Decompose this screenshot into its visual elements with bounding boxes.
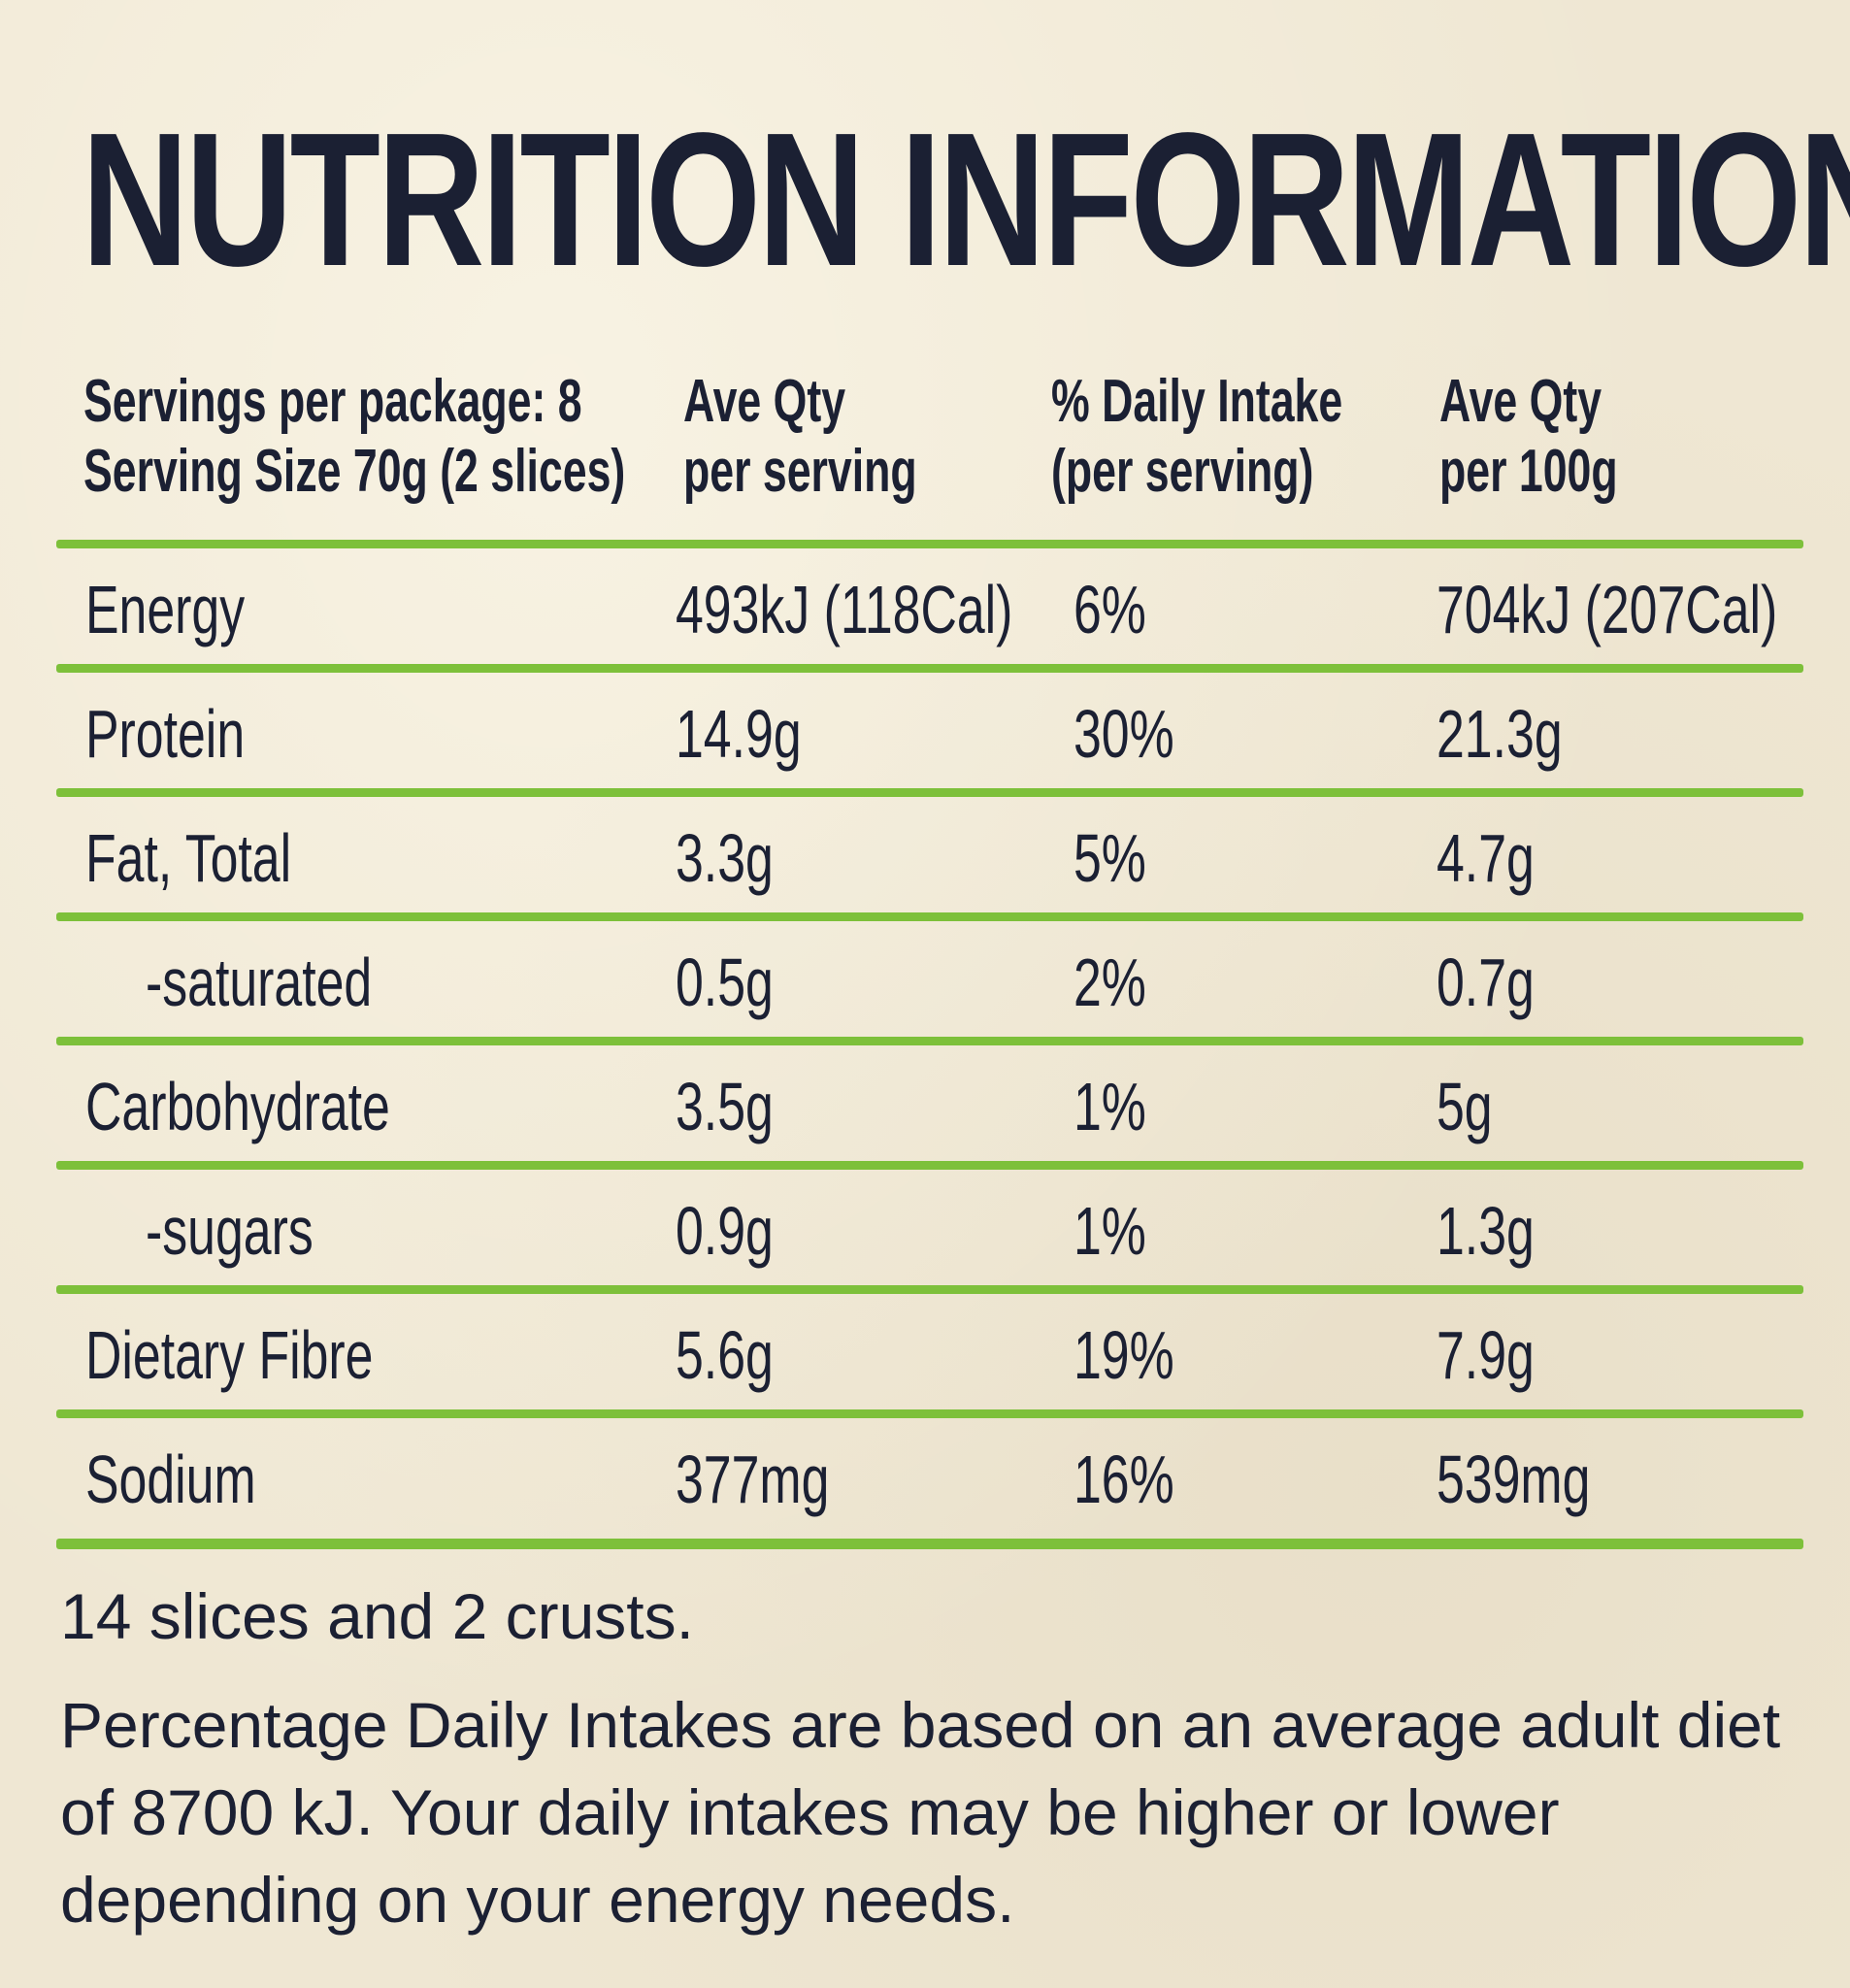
table-divider [56, 1161, 1803, 1170]
per-serving-value: 0.5g [676, 944, 774, 1020]
per-serving-value: 0.9g [676, 1193, 774, 1269]
daily-intake-value: 2% [1074, 944, 1146, 1020]
daily-intake-value: 1% [1074, 1193, 1146, 1269]
nutrient-name: -sugars [146, 1193, 314, 1269]
table-divider [56, 1285, 1803, 1294]
servings-per-package: Servings per package: 8 [83, 368, 582, 435]
daily-intake-value: 6% [1074, 572, 1146, 647]
per-100g-value: 4.7g [1437, 820, 1535, 896]
table-row: -sugars 0.9g 1% 1.3g [0, 1171, 1850, 1285]
header-per-serving-line2: per serving [683, 438, 917, 505]
header-per-serving-line1: Ave Qty [683, 368, 846, 435]
per-100g-value: 539mg [1437, 1441, 1591, 1517]
daily-intake-value: 1% [1074, 1069, 1146, 1144]
nutrient-name: -saturated [146, 944, 373, 1020]
serving-size: Serving Size 70g (2 slices) [83, 438, 626, 505]
per-serving-value: 14.9g [676, 696, 802, 772]
table-divider [56, 788, 1803, 797]
table-row: Energy 493kJ (118Cal) 6% 704kJ (207Cal) [0, 549, 1850, 664]
table-divider [56, 540, 1803, 548]
table-row: -saturated 0.5g 2% 0.7g [0, 922, 1850, 1037]
header-per-100g-line1: Ave Qty [1439, 368, 1602, 435]
nutrient-name: Energy [85, 572, 246, 647]
per-100g-value: 7.9g [1437, 1317, 1535, 1393]
header-daily-intake-line2: (per serving) [1051, 438, 1314, 505]
daily-intake-value: 5% [1074, 820, 1146, 896]
per-100g-value: 5g [1437, 1069, 1493, 1144]
daily-intake-value: 16% [1074, 1441, 1174, 1517]
nutrient-name: Dietary Fibre [85, 1317, 374, 1393]
table-divider [56, 912, 1803, 921]
table-row: Protein 14.9g 30% 21.3g [0, 674, 1850, 788]
per-serving-value: 377mg [676, 1441, 830, 1517]
per-100g-value: 21.3g [1437, 696, 1563, 772]
daily-intake-value: 30% [1074, 696, 1174, 772]
per-serving-value: 5.6g [676, 1317, 774, 1393]
per-100g-value: 704kJ (207Cal) [1437, 572, 1778, 647]
table-bottom-rule [56, 1539, 1803, 1549]
footnotes: 14 slices and 2 crusts. Percentage Daily… [60, 1573, 1788, 1965]
nutrient-name: Protein [85, 696, 246, 772]
table-row: Carbohydrate 3.5g 1% 5g [0, 1046, 1850, 1161]
per-100g-value: 1.3g [1437, 1193, 1535, 1269]
nutrient-name: Sodium [85, 1441, 256, 1517]
header-per-100g-line2: per 100g [1439, 438, 1618, 505]
nutrient-name: Fat, Total [85, 820, 292, 896]
nutrient-name: Carbohydrate [85, 1069, 390, 1144]
per-serving-value: 3.3g [676, 820, 774, 896]
table-divider [56, 664, 1803, 673]
slices-note: 14 slices and 2 crusts. [60, 1580, 694, 1652]
header-daily-intake: % Daily Intake (per serving) [1051, 367, 1342, 507]
header-daily-intake-line1: % Daily Intake [1051, 368, 1343, 435]
per-serving-value: 493kJ (118Cal) [676, 572, 1013, 647]
table-row: Fat, Total 3.3g 5% 4.7g [0, 798, 1850, 912]
header-per-100g: Ave Qty per 100g [1439, 367, 1618, 507]
table-divider [56, 1409, 1803, 1418]
per-serving-value: 3.5g [676, 1069, 774, 1144]
daily-intake-disclaimer: Percentage Daily Intakes are based on an… [60, 1689, 1781, 1936]
header-per-serving: Ave Qty per serving [683, 367, 917, 507]
daily-intake-value: 19% [1074, 1317, 1174, 1393]
page-title: NUTRITION INFORMATION [82, 93, 1850, 306]
header-servings: Servings per package: 8 Serving Size 70g… [83, 367, 625, 507]
table-divider [56, 1037, 1803, 1045]
per-100g-value: 0.7g [1437, 944, 1535, 1020]
table-row: Sodium 377mg 16% 539mg [0, 1419, 1850, 1534]
table-row: Dietary Fibre 5.6g 19% 7.9g [0, 1295, 1850, 1409]
